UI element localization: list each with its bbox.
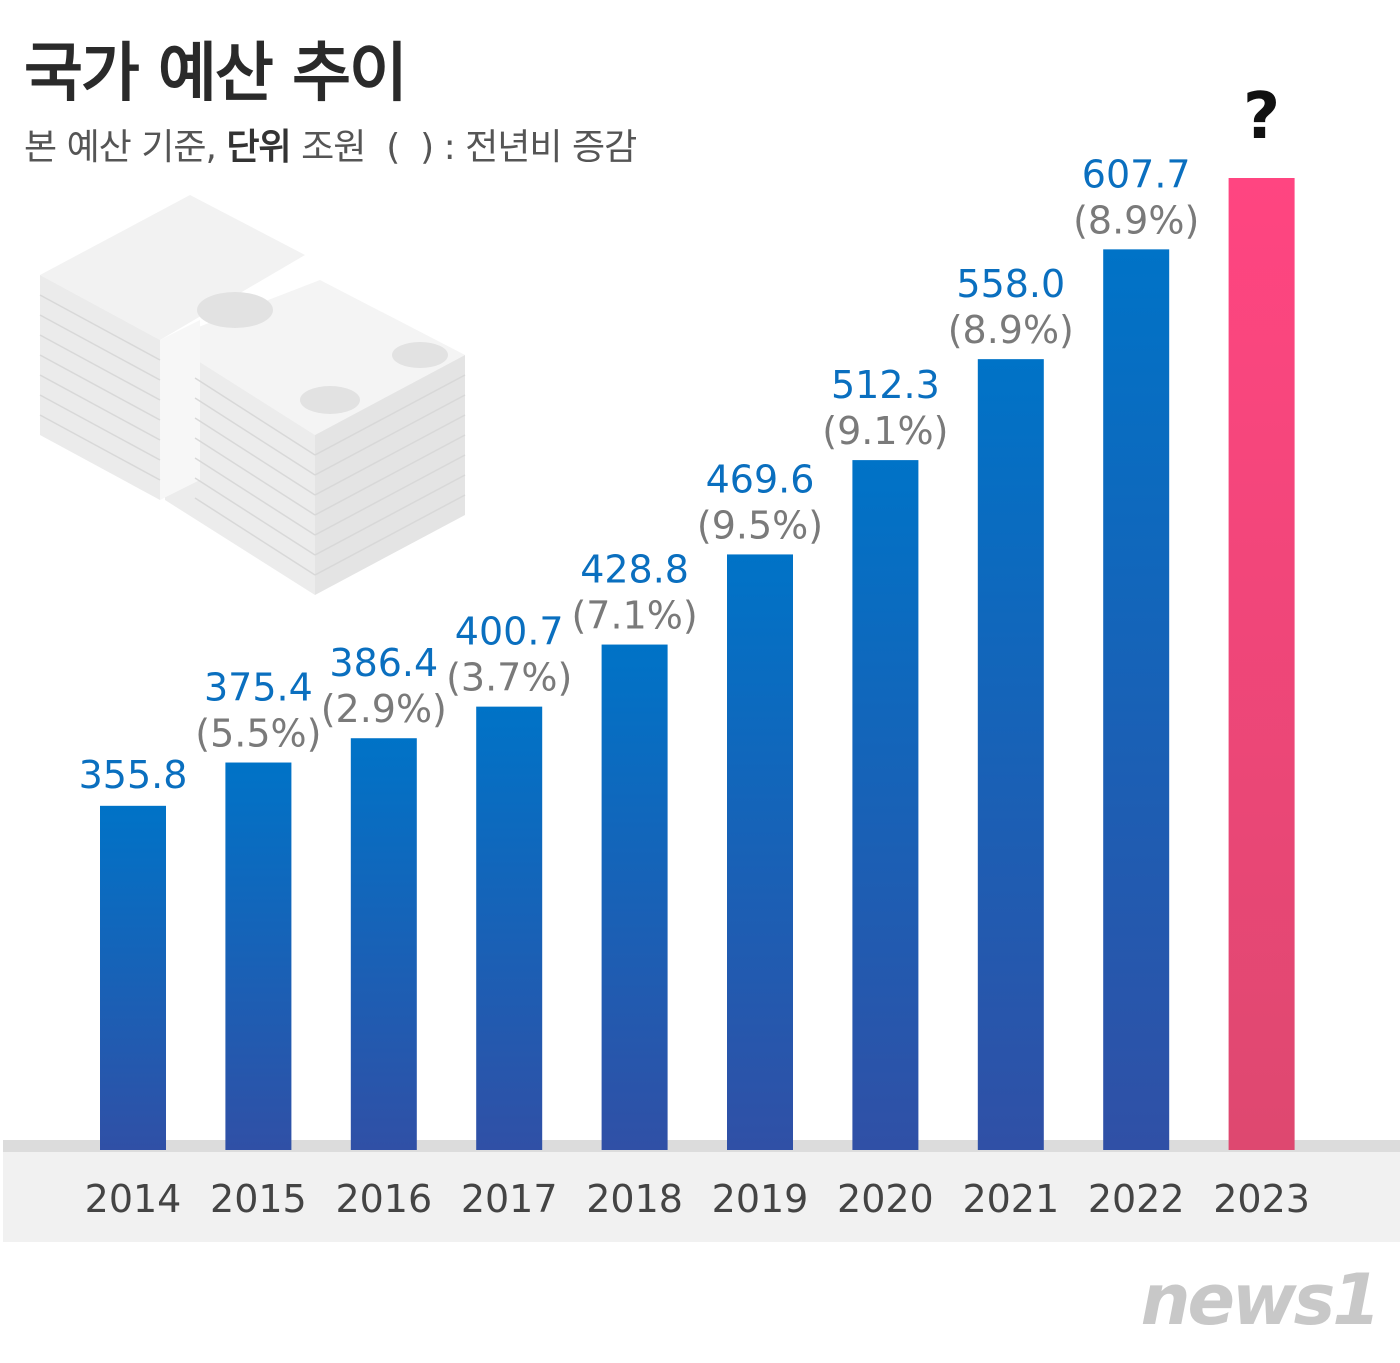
x-tick-label: 2021 [962, 1177, 1059, 1221]
bar-2023 [1228, 178, 1295, 1150]
change-label: (8.9%) [1073, 198, 1199, 242]
change-label: (5.5%) [195, 712, 321, 756]
value-label: 607.7 [1082, 152, 1191, 196]
bar-2018 [601, 644, 668, 1150]
bar-2015 [225, 762, 292, 1150]
change-label: (2.9%) [321, 687, 447, 731]
bar-2016 [350, 738, 417, 1150]
subtitle-prefix: 본 예산 기준, [24, 127, 227, 168]
subtitle-unit-label: 단위 [226, 127, 291, 168]
chart-title: 국가 예산 추이 [24, 37, 408, 111]
chart-subtitle: 본 예산 기준, 단위 조원 ( ) : 전년비 증감 [24, 118, 637, 170]
x-tick-label: 2018 [586, 1177, 683, 1221]
news1-logo: news1 [1140, 1259, 1381, 1341]
change-label: (9.5%) [697, 503, 823, 547]
change-label: (3.7%) [446, 656, 572, 700]
change-label: (8.9%) [948, 308, 1074, 352]
bar-2022 [1103, 249, 1170, 1150]
x-tick-label: 2023 [1213, 1177, 1310, 1221]
x-tick-label: 2020 [837, 1177, 934, 1221]
bar-2017 [476, 706, 543, 1150]
bar-2020 [852, 460, 919, 1150]
value-label: 386.4 [329, 641, 438, 685]
value-label: 375.4 [204, 666, 313, 710]
axis-band [3, 1140, 1400, 1242]
value-label: 428.8 [580, 548, 689, 592]
bar-2019 [727, 554, 793, 1150]
axis-line [3, 1140, 1400, 1152]
value-label: 355.8 [79, 753, 188, 797]
x-tick-label: 2016 [335, 1177, 432, 1221]
x-tick-label: 2017 [461, 1177, 558, 1221]
value-label: 400.7 [455, 610, 564, 654]
value-label: 469.6 [706, 457, 815, 501]
x-tick-label: 2015 [210, 1177, 307, 1221]
value-label: ? [1243, 80, 1280, 154]
x-tick-label: 2022 [1088, 1177, 1185, 1221]
x-tick-label: 2014 [85, 1177, 182, 1221]
value-label: 558.0 [956, 262, 1065, 306]
subtitle-suffix: 조원 ( ) : 전년비 증감 [290, 127, 637, 168]
bar-2014 [100, 805, 166, 1150]
change-label: (7.1%) [571, 594, 697, 638]
x-tick-label: 2019 [712, 1177, 809, 1221]
change-label: (9.1%) [822, 409, 948, 453]
bar-2021 [977, 359, 1044, 1150]
money-stack-illustration [39, 195, 466, 595]
value-label: 512.3 [831, 363, 940, 407]
